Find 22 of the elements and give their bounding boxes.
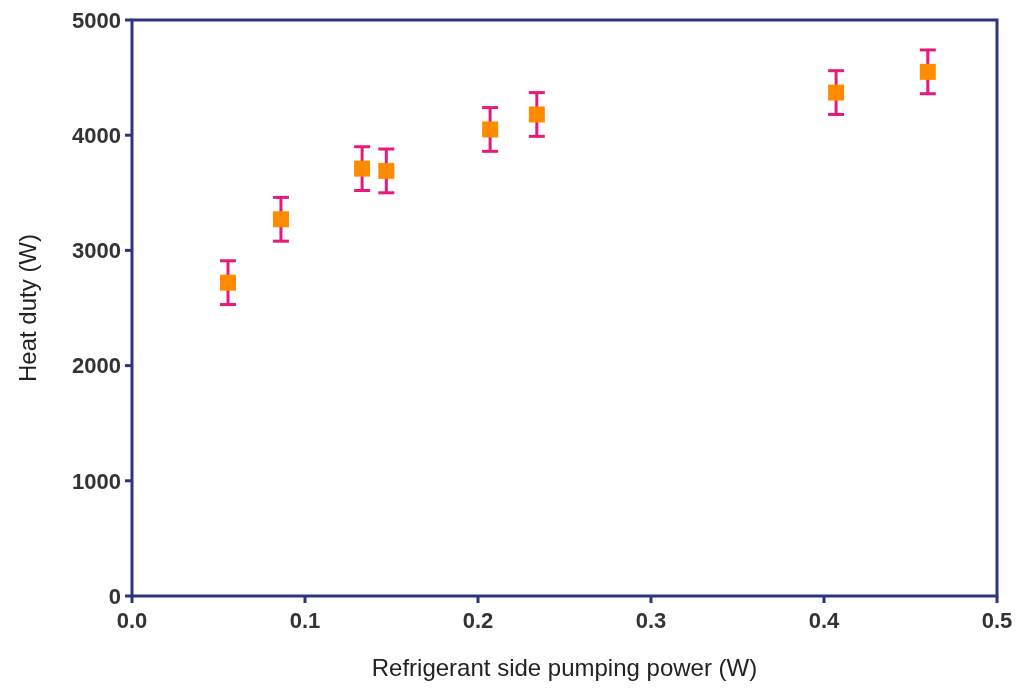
x-tick-label: 0.2 (462, 608, 494, 633)
y-tick-label: 0 (108, 583, 121, 609)
point (354, 160, 371, 177)
point (828, 84, 845, 101)
point (528, 106, 545, 123)
point (482, 121, 499, 138)
point (378, 162, 395, 179)
x-axis-title: Refrigerant side pumping power (W) (371, 654, 758, 681)
x-tick-label: 0.3 (635, 608, 667, 633)
x-tick-label: 0.1 (289, 608, 321, 633)
point (272, 211, 289, 228)
y-tick-label: 4000 (72, 122, 121, 148)
x-tick-label: 0.5 (981, 608, 1013, 633)
point (220, 274, 237, 291)
y-axis-title: Heat duty (W) (14, 233, 41, 383)
point (919, 63, 936, 80)
y-tick-label: 2000 (72, 353, 121, 379)
y-tick-label: 3000 (72, 238, 121, 264)
y-tick-label: 5000 (72, 7, 121, 33)
x-tick-label: 0.4 (808, 608, 841, 633)
y-tick-label: 1000 (72, 468, 121, 494)
x-tick-label: 0.0 (116, 608, 148, 633)
